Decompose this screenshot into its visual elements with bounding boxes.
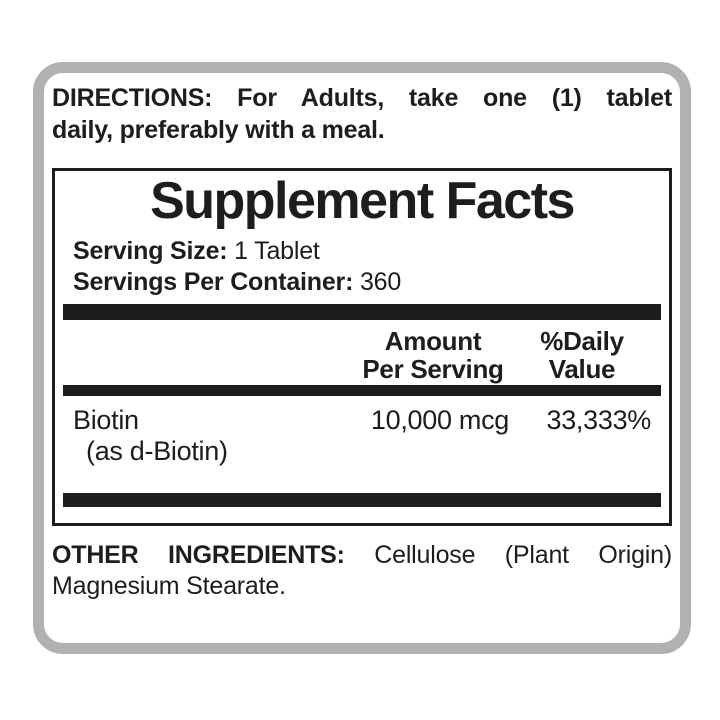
directions-section: DIRECTIONS: For Adults, take one (1) tab…	[52, 82, 672, 146]
supplement-facts-title: Supplement Facts	[150, 172, 575, 230]
directions-line1: DIRECTIONS: For Adults, take one (1) tab…	[52, 82, 672, 114]
amount-header-line1: Amount	[384, 326, 482, 356]
daily-value-header-line2: Value	[548, 354, 616, 384]
thick-divider-top	[63, 304, 661, 320]
table-row-biotin: Biotin (as d-Biotin) 10,000 mcg 33,333%	[63, 405, 661, 467]
daily-value-header-line1: %Daily	[540, 326, 624, 356]
serving-info: Serving Size: 1 Tablet Servings Per Cont…	[63, 236, 661, 298]
nutrient-name-sub: (as d-Biotin)	[86, 436, 228, 466]
other-ingredients-line2: Magnesium Stearate.	[52, 572, 286, 600]
directions-heading: DIRECTIONS:	[52, 84, 213, 112]
nutrient-name: Biotin	[73, 405, 139, 435]
servings-per-container-value: 360	[359, 268, 402, 296]
column-header-daily-value: %Daily Value	[511, 327, 653, 383]
serving-size-line: Serving Size: 1 Tablet	[73, 236, 661, 267]
supplement-facts-panel: Supplement Facts Serving Size: 1 Tablet …	[52, 168, 672, 526]
other-ingredients-line1: OTHER INGREDIENTS: Cellulose (Plant Orig…	[52, 540, 672, 571]
supplement-label-card: DIRECTIONS: For Adults, take one (1) tab…	[33, 62, 691, 654]
directions-line2: daily, preferably with a meal.	[52, 116, 385, 144]
serving-size-value: 1 Tablet	[234, 237, 320, 265]
serving-size-label: Serving Size:	[73, 237, 228, 265]
thick-divider-header	[63, 385, 661, 396]
nutrient-amount: 10,000 mcg	[370, 405, 509, 435]
nutrient-daily-value: 33,333%	[546, 405, 652, 435]
column-header-amount: Amount Per Serving	[353, 327, 513, 383]
thick-divider-bottom	[63, 493, 661, 507]
servings-per-container-line: Servings Per Container: 360	[73, 267, 661, 298]
directions-text: For Adults, take one (1) tablet	[237, 84, 672, 112]
facts-table-header: Amount Per Serving %Daily Value	[63, 325, 661, 385]
amount-header-line2: Per Serving	[362, 354, 504, 384]
servings-per-container-label: Servings Per Container:	[73, 268, 354, 296]
other-ingredients-section: OTHER INGREDIENTS: Cellulose (Plant Orig…	[52, 540, 672, 602]
other-ingredients-heading: OTHER INGREDIENTS:	[52, 541, 345, 569]
other-ingredients-text: Cellulose (Plant Origin)	[374, 541, 672, 569]
